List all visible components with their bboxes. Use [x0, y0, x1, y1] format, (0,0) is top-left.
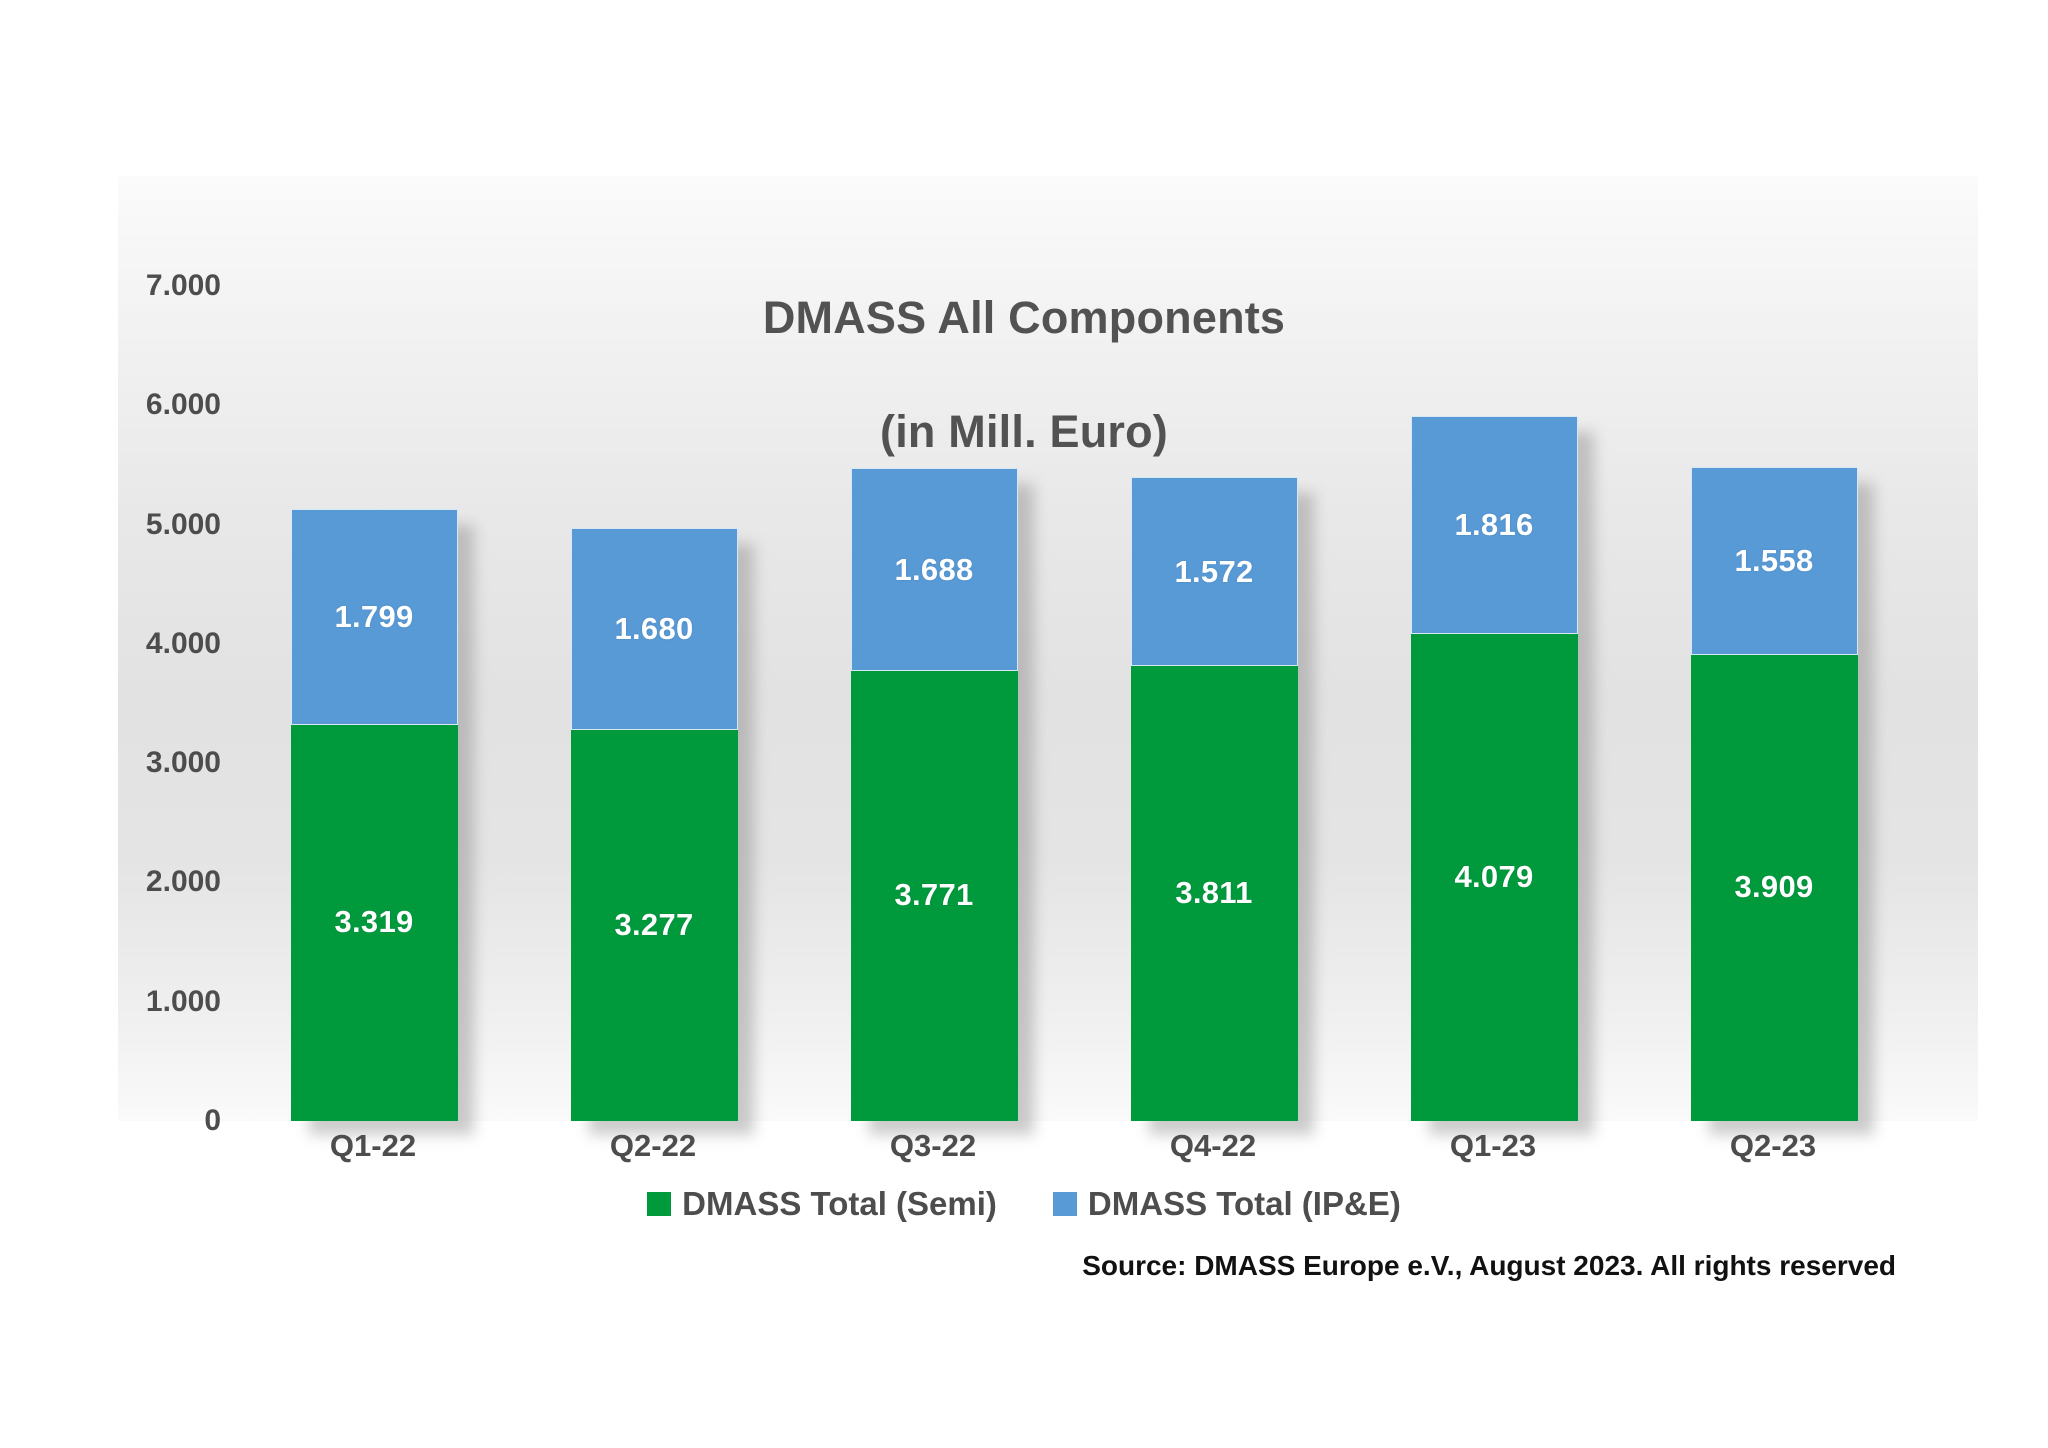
bar-value-label-semi: 3.771 [894, 877, 974, 913]
chart-title-line2: (in Mill. Euro) [880, 406, 1168, 457]
bar-segment-semi[interactable]: 3.277 [570, 728, 738, 1121]
legend-item-label: DMASS Total (IP&E) [1087, 1185, 1401, 1222]
bar-segment-semi[interactable]: 3.909 [1690, 652, 1858, 1121]
bar-segment-ipe[interactable]: 1.572 [1130, 476, 1298, 667]
chart-title: DMASS All Components (in Mill. Euro) [0, 232, 2048, 460]
legend-swatch-icon [1052, 1192, 1077, 1216]
x-axis-tick-label: Q1-23 [1449, 1128, 1537, 1163]
y-axis-tick-label: 6.000 [145, 388, 221, 422]
bar-group[interactable]: 3.319 1.799 [290, 286, 474, 1135]
x-axis-tick-label: Q3-22 [889, 1128, 977, 1163]
bar-value-label-ipe: 1.572 [1174, 553, 1254, 589]
bar-value-label-ipe: 1.558 [1734, 542, 1814, 578]
bar-group[interactable]: 3.909 1.558 [1690, 286, 1874, 1135]
x-axis-tick-label: Q1-22 [329, 1128, 417, 1163]
x-axis-tick-label: Q2-22 [609, 1128, 697, 1163]
source-note: Source: DMASS Europe e.V., August 2023. … [1082, 1250, 1896, 1281]
legend-item[interactable]: DMASS Total (Semi) [647, 1185, 997, 1223]
bar-value-label-semi: 3.277 [614, 906, 694, 942]
x-axis-tick-label: Q4-22 [1169, 1128, 1257, 1163]
bar-group[interactable]: 3.277 1.680 [570, 286, 754, 1135]
y-axis-tick-label: 0 [204, 1104, 221, 1137]
legend-item[interactable]: DMASS Total (IP&E) [1052, 1185, 1401, 1223]
bar-value-label-ipe: 1.688 [894, 551, 974, 587]
y-axis-tick-label: 1.000 [145, 984, 221, 1018]
bar-segment-ipe[interactable]: 1.688 [850, 467, 1018, 672]
x-axis: Q1-22 Q2-22 Q3-22 Q4-22 Q1-23 Q2-23 [233, 1128, 1913, 1178]
bar-segment-semi[interactable]: 3.811 [1130, 664, 1298, 1121]
bar-value-label-semi: 3.909 [1734, 868, 1814, 904]
bar-segment-ipe[interactable]: 1.558 [1690, 466, 1858, 655]
bar-value-label-semi: 3.319 [334, 904, 414, 940]
bar-segment-semi[interactable]: 3.319 [290, 723, 458, 1121]
chart-title-line1: DMASS All Components [762, 292, 1286, 343]
y-axis-tick-label: 2.000 [145, 865, 221, 899]
bar-segment-ipe[interactable]: 1.816 [1410, 415, 1578, 635]
bar-segment-semi[interactable]: 4.079 [1410, 632, 1578, 1121]
y-axis-tick-label: 7.000 [145, 269, 221, 302]
legend-swatch-icon [647, 1192, 672, 1216]
x-axis-tick-label: Q2-23 [1729, 1128, 1817, 1163]
chart-legend: DMASS Total (Semi) DMASS Total (IP&E) [0, 1185, 2048, 1223]
y-axis-tick-label: 4.000 [145, 626, 221, 660]
bar-group[interactable]: 3.811 1.572 [1130, 286, 1314, 1135]
bar-segment-ipe[interactable]: 1.680 [570, 527, 738, 731]
bar-segment-semi[interactable]: 3.771 [850, 669, 1018, 1121]
y-axis-tick-label: 3.000 [145, 746, 221, 780]
bar-group[interactable]: 3.771 1.688 [850, 286, 1034, 1135]
plot-area: 3.319 1.799 3.277 1.680 3.771 1.688 3.811 1.572… [233, 286, 1913, 1135]
bar-group[interactable]: 4.079 1.816 [1410, 286, 1594, 1135]
y-axis-tick-label: 5.000 [145, 507, 221, 541]
bar-segment-ipe[interactable]: 1.799 [290, 508, 458, 726]
legend-item-label: DMASS Total (Semi) [682, 1185, 997, 1222]
bar-value-label-ipe: 1.799 [334, 598, 414, 634]
bar-value-label-ipe: 1.680 [614, 610, 694, 646]
y-axis: 7.000 6.000 5.000 4.000 3.000 2.000 1.000 0 [118, 176, 233, 1137]
bar-value-label-semi: 3.811 [1175, 874, 1253, 910]
bar-value-label-ipe: 1.816 [1454, 507, 1534, 543]
bar-value-label-semi: 4.079 [1454, 858, 1534, 894]
